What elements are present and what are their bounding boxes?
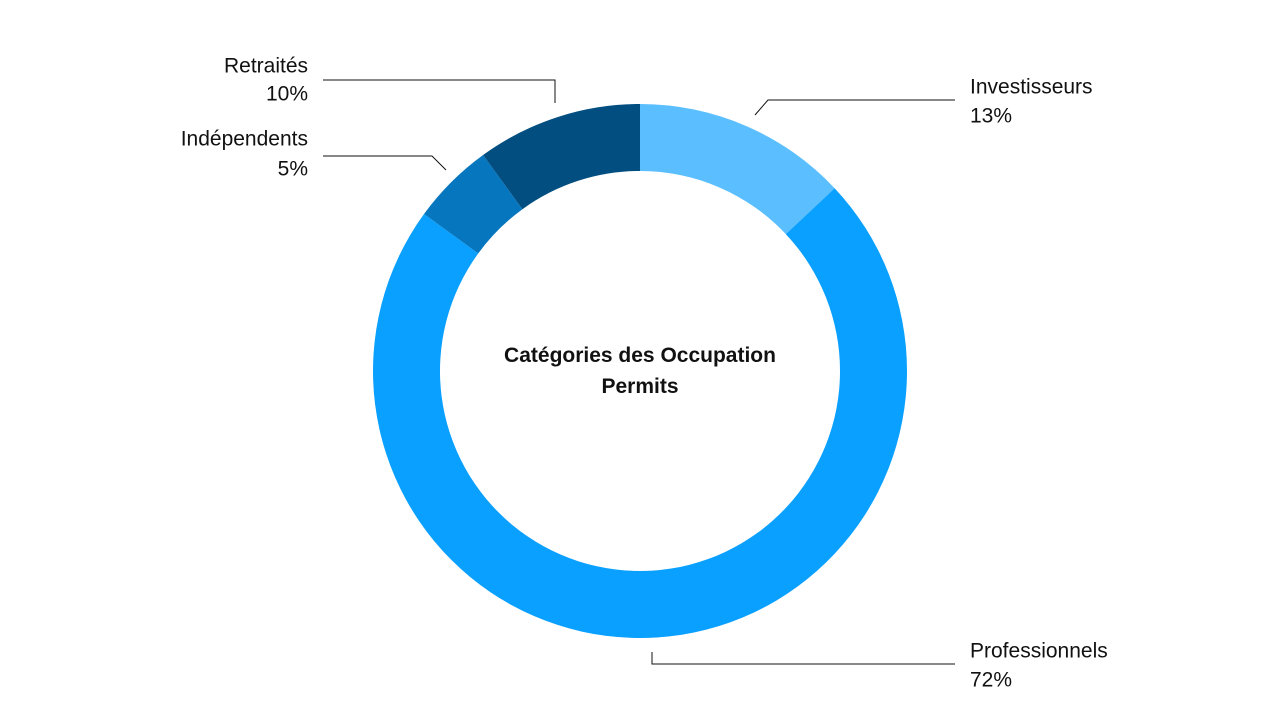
donut-slice [640, 104, 835, 235]
slice-label: Investisseurs [970, 76, 1093, 99]
chart-title: Catégories des Occupation Permits [504, 344, 776, 398]
slice-label: Retraités [224, 55, 308, 78]
leader-line [651, 652, 955, 665]
donut-slice [373, 188, 907, 638]
slice-value-label: 10% [266, 83, 308, 106]
leader-line [323, 155, 447, 171]
slice-value-label: 72% [970, 669, 1012, 692]
donut-slice [423, 154, 523, 254]
slice-value-label: 5% [278, 158, 308, 181]
leader-line [754, 99, 955, 116]
slice-label: Professionnels [970, 640, 1108, 663]
slice-label: Indépendents [181, 128, 308, 151]
donut-slice [483, 104, 640, 210]
leader-line [323, 79, 556, 103]
slice-value-label: 13% [970, 105, 1012, 128]
